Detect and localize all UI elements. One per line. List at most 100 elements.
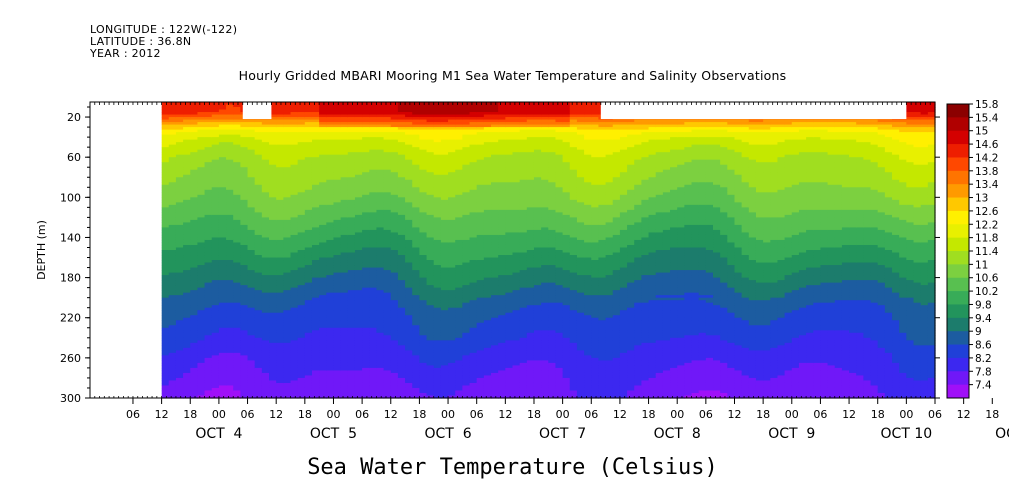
- heatmap-cell: [333, 325, 342, 329]
- heatmap-cell: [311, 147, 320, 151]
- heatmap-cell: [283, 222, 292, 226]
- heatmap-cell: [290, 137, 299, 141]
- heatmap-cell: [383, 239, 392, 244]
- heatmap-cell: [218, 194, 227, 198]
- heatmap-cell: [161, 275, 170, 279]
- heatmap-cell: [383, 152, 392, 156]
- heatmap-cell: [326, 132, 335, 136]
- heatmap-cell: [175, 282, 184, 286]
- heatmap-cell: [362, 199, 370, 203]
- heatmap-cell: [369, 234, 378, 239]
- heatmap-cell: [319, 162, 327, 166]
- heatmap-cell: [362, 204, 370, 208]
- heatmap-cell: [297, 320, 306, 324]
- heatmap-cell: [168, 392, 177, 397]
- heatmap-cell: [261, 204, 270, 208]
- heatmap-cell: [311, 124, 320, 128]
- heatmap-cell: [183, 327, 191, 331]
- heatmap-cell: [383, 179, 392, 183]
- heatmap-cell: [347, 224, 356, 229]
- heatmap-cell: [354, 139, 363, 143]
- heatmap-cell: [226, 149, 234, 153]
- heatmap-cell: [412, 154, 421, 158]
- heatmap-cell: [261, 270, 270, 274]
- heatmap-cell: [190, 172, 199, 176]
- heatmap-cell: [390, 237, 399, 241]
- heatmap-cell: [247, 320, 256, 324]
- heatmap-cell: [261, 300, 270, 304]
- heatmap-cell: [290, 214, 299, 218]
- heatmap-cell: [168, 199, 177, 203]
- heatmap-cell: [405, 202, 413, 206]
- heatmap-cell: [297, 227, 306, 231]
- heatmap-cell: [304, 392, 313, 397]
- heatmap-cell: [290, 320, 299, 324]
- heatmap-cell: [247, 134, 256, 138]
- heatmap-cell: [340, 297, 349, 301]
- heatmap-cell: [390, 152, 399, 156]
- heatmap-cell: [233, 212, 241, 216]
- heatmap-cell: [233, 360, 241, 364]
- heatmap-cell: [419, 167, 428, 171]
- heatmap-cell: [161, 322, 170, 326]
- heatmap-cell: [412, 139, 421, 143]
- heatmap-cell: [226, 357, 234, 361]
- heatmap-cell: [211, 207, 220, 211]
- heatmap-cell: [369, 282, 378, 286]
- heatmap-cell: [319, 292, 327, 296]
- heatmap-cell: [247, 152, 256, 156]
- heatmap-cell: [211, 199, 220, 203]
- heatmap-cell: [347, 310, 356, 314]
- heatmap-cell: [311, 137, 320, 141]
- heatmap-cell: [304, 252, 313, 256]
- heatmap-cell: [161, 209, 170, 213]
- heatmap-cell: [168, 345, 177, 349]
- heatmap-cell: [240, 237, 249, 241]
- heatmap-cell: [269, 147, 277, 151]
- heatmap-cell: [369, 320, 378, 324]
- heatmap-cell: [261, 182, 270, 186]
- heatmap-cell: [340, 342, 349, 346]
- heatmap-cell: [369, 217, 378, 221]
- heatmap-cell: [197, 117, 206, 121]
- heatmap-cell: [311, 285, 320, 289]
- heatmap-cell: [168, 197, 177, 201]
- heatmap-cell: [240, 244, 249, 249]
- heatmap-cell: [233, 335, 241, 339]
- heatmap-cell: [340, 280, 349, 284]
- heatmap-cell: [412, 232, 421, 236]
- heatmap-cell: [190, 137, 199, 141]
- heatmap-cell: [347, 357, 356, 361]
- heatmap-cell: [233, 382, 241, 387]
- heatmap-cell: [247, 212, 256, 216]
- heatmap-cell: [405, 197, 413, 201]
- heatmap-cell: [276, 242, 284, 246]
- heatmap-cell: [354, 312, 363, 316]
- heatmap-cell: [290, 107, 299, 111]
- heatmap-cell: [304, 214, 313, 218]
- heatmap-cell: [240, 297, 249, 301]
- heatmap-cell: [304, 270, 313, 274]
- heatmap-cell: [283, 385, 292, 389]
- heatmap-cell: [362, 222, 370, 226]
- heatmap-cell: [175, 340, 184, 344]
- heatmap-cell: [311, 129, 320, 133]
- heatmap-cell: [211, 250, 220, 254]
- heatmap-cell: [276, 169, 284, 173]
- heatmap-cell: [311, 199, 320, 203]
- heatmap-cell: [276, 172, 284, 176]
- heatmap-cell: [168, 330, 177, 334]
- heatmap-cell: [297, 350, 306, 354]
- heatmap-cell: [254, 139, 263, 143]
- heatmap-cell: [276, 390, 284, 394]
- heatmap-cell: [240, 167, 249, 171]
- heatmap-cell: [326, 227, 335, 231]
- heatmap-cell: [204, 194, 213, 198]
- heatmap-cell: [340, 172, 349, 176]
- heatmap-cell: [369, 387, 378, 392]
- heatmap-cell: [405, 290, 413, 294]
- heatmap-cell: [197, 204, 206, 208]
- heatmap-cell: [390, 197, 399, 201]
- heatmap-cell: [311, 362, 320, 366]
- heatmap-cell: [226, 212, 234, 216]
